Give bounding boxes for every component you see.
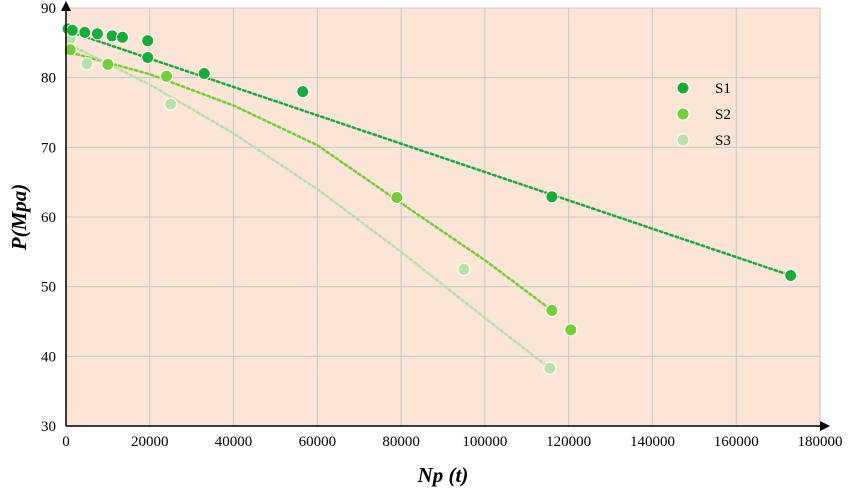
data-point-series-1: [784, 269, 798, 282]
legend-marker-series-2: [676, 107, 690, 121]
x-tick-label: 20000: [131, 434, 169, 450]
data-point-series-2: [390, 191, 404, 204]
data-point-series-1: [141, 51, 155, 64]
data-point-series-2: [101, 57, 115, 71]
data-point-series-1: [296, 85, 310, 99]
data-point-series-3: [543, 361, 557, 375]
data-point-series-1: [90, 27, 104, 41]
data-point-series-1: [197, 67, 211, 80]
y-tick-label: 30: [41, 419, 56, 435]
data-point-series-2: [564, 323, 578, 337]
legend-marker-series-1: [676, 81, 690, 95]
data-point-series-3: [80, 57, 94, 71]
axes: [61, 1, 830, 431]
y-tick-label: 40: [41, 349, 56, 365]
data-point-series-2: [160, 69, 173, 83]
legend-marker-series-3: [676, 133, 690, 147]
y-axis-arrow: [61, 1, 71, 11]
data-point-series-1: [65, 23, 79, 37]
y-tick-label: 50: [41, 280, 56, 296]
y-tick-label: 80: [41, 71, 56, 87]
x-axis-title: Np (t): [417, 463, 469, 487]
y-axis-title: P(Mpa): [7, 184, 31, 252]
gridlines: [66, 7, 821, 426]
y-tick-label: 60: [41, 210, 56, 226]
x-tick-label: 40000: [215, 434, 253, 450]
trendlines: [64, 29, 792, 370]
legend: S1 S2 S3: [676, 81, 731, 149]
x-tick-label: 60000: [299, 434, 337, 450]
data-point-series-2: [545, 303, 559, 317]
x-tick-label: 160000: [714, 434, 759, 450]
data-point-series-2: [63, 43, 77, 57]
y-tick-label: 90: [41, 1, 56, 17]
x-tick-label: 100000: [462, 434, 507, 450]
x-tick-label: 80000: [382, 434, 420, 450]
legend-label-series-1: S1: [715, 81, 731, 97]
data-point-series-3: [164, 97, 178, 111]
data-point-series-3: [457, 262, 471, 276]
trendline-series-2: [64, 49, 554, 312]
x-tick-label: 0: [62, 434, 70, 450]
data-point-series-1: [116, 30, 129, 44]
legend-label-series-3: S3: [715, 133, 731, 149]
data-point-series-1: [78, 25, 92, 39]
data-points: [61, 22, 798, 375]
y-tick-label: 70: [41, 140, 56, 156]
x-tick-label: 140000: [630, 434, 675, 450]
data-point-series-1: [545, 190, 559, 204]
x-axis-arrow: [820, 421, 830, 431]
tick-labels: 0 20000 40000 60000 80000 100000 120000 140000 1…: [41, 1, 843, 450]
data-point-series-1: [141, 34, 155, 48]
legend-label-series-2: S2: [715, 107, 731, 123]
x-tick-label: 180000: [798, 434, 843, 450]
x-tick-label: 120000: [546, 434, 591, 450]
trendline-series-1: [64, 29, 792, 277]
trendline-series-3: [64, 41, 552, 370]
